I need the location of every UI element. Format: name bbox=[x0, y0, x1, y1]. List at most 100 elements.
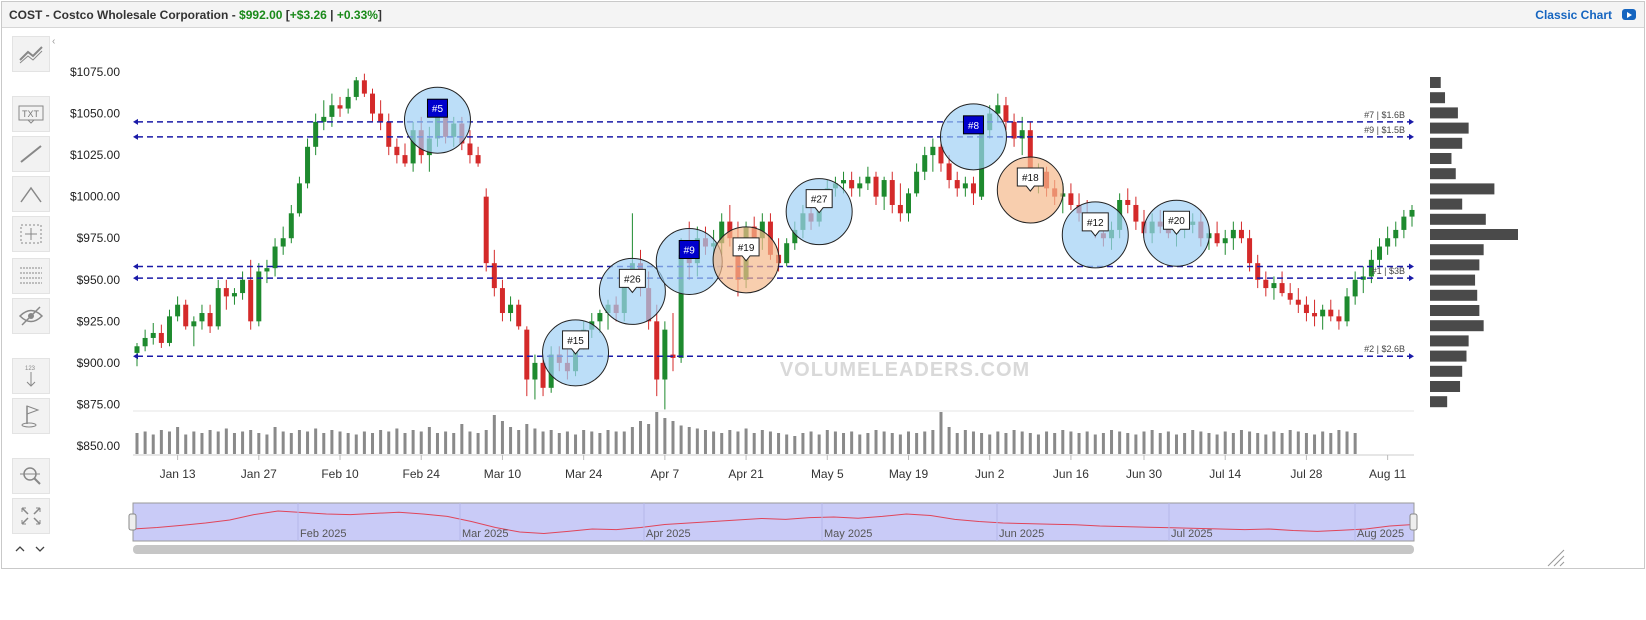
volume-bar bbox=[833, 431, 837, 454]
candle-body bbox=[1312, 313, 1318, 317]
bracket-open: [ bbox=[285, 8, 290, 22]
candle-body bbox=[1368, 259, 1374, 277]
volume-bar bbox=[1321, 431, 1325, 454]
volume-bar bbox=[468, 431, 472, 454]
bubble-rank-tag bbox=[1016, 167, 1044, 192]
volume-bar bbox=[898, 434, 902, 454]
volume-bar bbox=[1199, 431, 1203, 454]
candle-body bbox=[873, 176, 879, 197]
volume-bar bbox=[671, 421, 675, 454]
volume-bar bbox=[200, 433, 204, 454]
candle-body bbox=[678, 254, 684, 358]
candle-body bbox=[719, 221, 725, 244]
bubble-rank-box bbox=[962, 115, 984, 135]
candle-body bbox=[1214, 233, 1220, 244]
classic-chart-link[interactable]: Classic Chart bbox=[1535, 8, 1612, 22]
volume-bar bbox=[1158, 433, 1162, 454]
candle-body bbox=[386, 121, 392, 147]
volume-bar bbox=[1329, 433, 1333, 454]
volume-bar bbox=[1110, 430, 1114, 454]
candle-body bbox=[1336, 316, 1342, 322]
level-right-arrow bbox=[1409, 353, 1414, 360]
x-tick-label: May 19 bbox=[889, 467, 929, 481]
fibonacci-tool-button[interactable] bbox=[12, 258, 50, 294]
x-tick-label: Jan 27 bbox=[241, 467, 277, 481]
abc-pattern-icon bbox=[20, 186, 42, 203]
candle-body bbox=[946, 163, 952, 181]
candle-body bbox=[922, 155, 928, 172]
measure-tool-button[interactable]: 123 bbox=[12, 358, 50, 394]
collapse-toolbar-icon[interactable]: ‹ bbox=[52, 36, 56, 47]
candle-body bbox=[280, 238, 286, 247]
trend-tool-button[interactable] bbox=[12, 36, 50, 72]
hide-drawings-button[interactable] bbox=[12, 298, 50, 334]
bubble-rank-tag bbox=[1081, 212, 1109, 237]
volume-profile-bar bbox=[1430, 122, 1469, 134]
volume-bar bbox=[525, 424, 529, 454]
volume-bar bbox=[1191, 430, 1195, 454]
video-icon[interactable] bbox=[1622, 9, 1636, 20]
horizontal-scrollbar[interactable] bbox=[133, 545, 1414, 554]
y-tick-label: $925.00 bbox=[77, 314, 121, 328]
volume-bar bbox=[1337, 430, 1341, 454]
candle-body bbox=[499, 288, 505, 314]
candle-body bbox=[938, 146, 944, 164]
volume-bar bbox=[403, 433, 407, 454]
candle-body bbox=[1255, 263, 1261, 280]
volume-bar bbox=[1012, 430, 1016, 454]
bubble-rank-box bbox=[426, 98, 448, 118]
volume-bar bbox=[1118, 431, 1122, 454]
volume-bar bbox=[663, 418, 667, 454]
volume-bar bbox=[890, 433, 894, 454]
bubble-rank-label: #5 bbox=[432, 104, 444, 115]
volume-bar bbox=[971, 431, 975, 454]
candle-body bbox=[881, 180, 887, 197]
volume-bar bbox=[1166, 431, 1170, 454]
navigator-series-line bbox=[132, 510, 1415, 535]
page-title: COST - Costco Wholesale Corporation - $9… bbox=[9, 8, 382, 22]
level-right-arrow bbox=[1409, 133, 1414, 140]
candle-body bbox=[150, 332, 156, 338]
volume-bar bbox=[590, 431, 594, 454]
crosshair-tool-button[interactable] bbox=[12, 216, 50, 252]
volume-bar bbox=[736, 431, 740, 454]
candle-body bbox=[1328, 309, 1334, 317]
candle-body bbox=[654, 321, 660, 380]
candle-body bbox=[516, 304, 522, 327]
zoom-tool-button[interactable] bbox=[12, 458, 50, 494]
volume-bar bbox=[484, 430, 488, 454]
volume-bar bbox=[931, 430, 935, 454]
x-tick-label: Apr 21 bbox=[728, 467, 764, 481]
text-tool-button[interactable]: TXT bbox=[12, 96, 50, 132]
resize-grip-icon[interactable] bbox=[1547, 549, 1565, 567]
flag-icon bbox=[21, 405, 40, 428]
navigator-right-handle[interactable] bbox=[1409, 513, 1418, 531]
volume-bar bbox=[760, 430, 764, 454]
candle-body bbox=[134, 346, 140, 353]
volume-bar bbox=[1150, 430, 1154, 454]
volume-bar bbox=[712, 431, 716, 454]
volume-bar bbox=[1296, 431, 1300, 454]
y-tick-label: $975.00 bbox=[77, 231, 121, 245]
scroll-toolbar-arrows[interactable] bbox=[14, 542, 48, 557]
volume-bar bbox=[963, 430, 967, 454]
candle-body bbox=[329, 105, 335, 117]
abc-pattern-tool-button[interactable] bbox=[12, 176, 50, 212]
volume-bar bbox=[1207, 433, 1211, 454]
candle-body bbox=[394, 146, 400, 156]
bubble-rank-label: #8 bbox=[968, 121, 980, 132]
line-tool-button[interactable] bbox=[12, 136, 50, 172]
candle-body bbox=[345, 96, 351, 109]
navigator-left-handle[interactable] bbox=[128, 513, 137, 531]
flag-tool-button[interactable] bbox=[12, 398, 50, 434]
volume-bar bbox=[582, 430, 586, 454]
volume-bar bbox=[232, 433, 236, 454]
fullscreen-tool-button[interactable] bbox=[12, 498, 50, 534]
volume-bar bbox=[630, 427, 634, 454]
volume-bar bbox=[135, 433, 139, 454]
candle-body bbox=[1027, 130, 1033, 181]
volume-bar bbox=[371, 433, 375, 454]
volume-bar bbox=[224, 428, 228, 454]
candle-body bbox=[1401, 216, 1407, 230]
